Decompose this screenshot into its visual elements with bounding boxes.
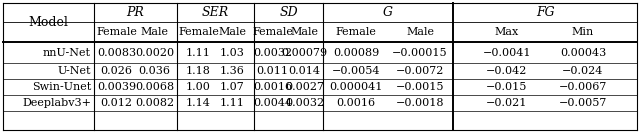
Text: 0.0032: 0.0032 (253, 48, 292, 58)
Text: 0.00079: 0.00079 (282, 48, 328, 58)
Text: Model: Model (29, 16, 68, 29)
Text: −0.0054: −0.0054 (332, 66, 380, 76)
Text: 0.011: 0.011 (257, 66, 289, 76)
Text: −0.0072: −0.0072 (396, 66, 444, 76)
Text: −0.0057: −0.0057 (559, 98, 607, 109)
Text: SER: SER (202, 6, 229, 19)
Text: 1.14: 1.14 (186, 98, 211, 109)
Text: 0.0027: 0.0027 (285, 82, 324, 92)
Text: SD: SD (279, 6, 298, 19)
Text: 0.0020: 0.0020 (135, 48, 174, 58)
Text: 0.0083: 0.0083 (97, 48, 136, 58)
Text: 0.026: 0.026 (100, 66, 132, 76)
Text: U-Net: U-Net (58, 66, 91, 76)
Text: 0.00043: 0.00043 (560, 48, 606, 58)
Text: FG: FG (536, 6, 554, 19)
Text: Male: Male (291, 27, 319, 37)
Text: −0.0015: −0.0015 (396, 82, 444, 92)
Text: Female: Female (252, 27, 293, 37)
Text: 1.00: 1.00 (186, 82, 211, 92)
Text: 0.00089: 0.00089 (333, 48, 379, 58)
Text: Female: Female (96, 27, 137, 37)
Text: −0.024: −0.024 (563, 66, 604, 76)
Text: 1.36: 1.36 (220, 66, 245, 76)
Text: 0.0044: 0.0044 (253, 98, 292, 109)
Text: 0.000041: 0.000041 (330, 82, 383, 92)
Text: 0.0016: 0.0016 (253, 82, 292, 92)
Text: PR: PR (127, 6, 145, 19)
Text: 0.014: 0.014 (289, 66, 321, 76)
Text: Female: Female (335, 27, 376, 37)
Text: Male: Male (141, 27, 168, 37)
Text: 0.0032: 0.0032 (285, 98, 324, 109)
Text: 0.0068: 0.0068 (135, 82, 174, 92)
Text: 0.0016: 0.0016 (337, 98, 376, 109)
Text: −0.015: −0.015 (486, 82, 528, 92)
Text: Male: Male (406, 27, 434, 37)
Text: 0.0039: 0.0039 (97, 82, 136, 92)
Text: −0.0067: −0.0067 (559, 82, 607, 92)
Text: 0.036: 0.036 (138, 66, 170, 76)
Text: −0.0018: −0.0018 (396, 98, 444, 109)
Text: −0.021: −0.021 (486, 98, 528, 109)
Text: −0.0041: −0.0041 (483, 48, 531, 58)
Text: −0.00015: −0.00015 (392, 48, 448, 58)
Text: Swin-Unet: Swin-Unet (32, 82, 91, 92)
Text: 0.012: 0.012 (100, 98, 132, 109)
Text: −0.042: −0.042 (486, 66, 528, 76)
Text: Max: Max (495, 27, 519, 37)
Text: 1.03: 1.03 (220, 48, 245, 58)
Text: Male: Male (218, 27, 246, 37)
Text: Deeplabv3+: Deeplabv3+ (22, 98, 91, 109)
Text: 1.18: 1.18 (186, 66, 211, 76)
Text: G: G (383, 6, 393, 19)
Text: nnU-Net: nnU-Net (43, 48, 91, 58)
Text: 1.07: 1.07 (220, 82, 245, 92)
Text: 1.11: 1.11 (186, 48, 211, 58)
Text: 1.11: 1.11 (220, 98, 245, 109)
Text: Min: Min (572, 27, 594, 37)
Text: Female: Female (178, 27, 219, 37)
Text: 0.0082: 0.0082 (135, 98, 174, 109)
